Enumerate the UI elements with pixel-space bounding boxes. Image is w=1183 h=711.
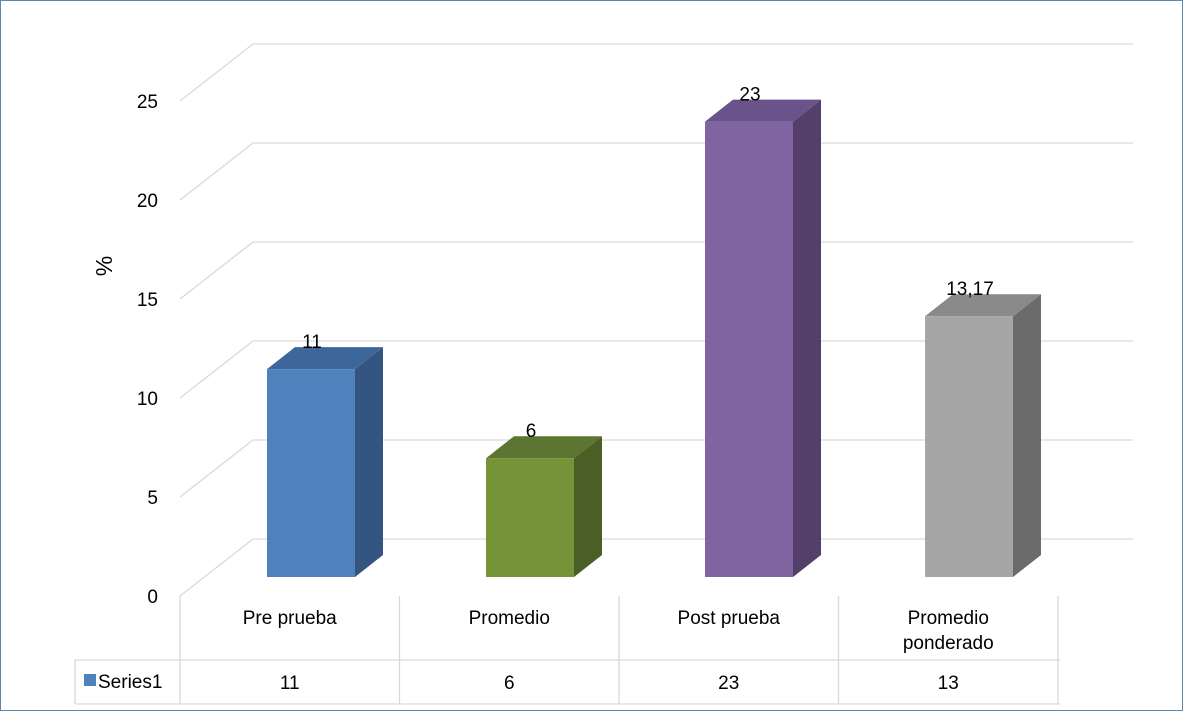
- y-axis-label: %: [91, 256, 117, 276]
- y-tick-label: 20: [137, 191, 158, 212]
- bar-side: [355, 347, 383, 577]
- gridline-diagonal: [179, 43, 254, 102]
- y-tick-label: 15: [137, 290, 158, 311]
- bar-side: [1013, 294, 1041, 577]
- bar-top: [925, 294, 1041, 317]
- y-tick-label: 5: [147, 488, 158, 509]
- table-value: 11: [280, 673, 300, 694]
- gridline-diagonal: [179, 241, 254, 300]
- bar: [486, 458, 574, 577]
- data-label: 6: [526, 421, 537, 442]
- bar-top: [486, 436, 602, 459]
- category-label: Pre prueba: [243, 608, 337, 629]
- data-label: 11: [302, 332, 322, 353]
- bar-top: [267, 347, 383, 370]
- bar-top: [705, 99, 821, 122]
- bar: [925, 316, 1013, 577]
- table-value: 13: [938, 673, 959, 694]
- bar: [705, 121, 793, 577]
- gridline-diagonal: [179, 439, 254, 498]
- category-label: ponderado: [903, 633, 994, 654]
- bar-side: [793, 99, 821, 577]
- bar-side: [574, 436, 602, 577]
- legend-label: Series1: [98, 672, 162, 693]
- table-value: 6: [504, 673, 515, 694]
- category-label: Post prueba: [678, 608, 781, 629]
- table-value: 23: [718, 673, 739, 694]
- y-tick-label: 0: [147, 587, 158, 608]
- gridline-diagonal: [179, 538, 254, 597]
- legend-swatch: [84, 674, 96, 686]
- y-tick-label: 10: [137, 389, 158, 410]
- bar: [267, 369, 355, 577]
- data-label: 23: [739, 85, 760, 106]
- gridline-diagonal: [179, 142, 254, 201]
- category-label: Promedio: [469, 608, 550, 629]
- category-label: Promedio: [908, 608, 989, 629]
- data-label: 13,17: [946, 279, 994, 300]
- y-tick-label: 25: [137, 92, 158, 113]
- gridline-diagonal: [179, 340, 254, 399]
